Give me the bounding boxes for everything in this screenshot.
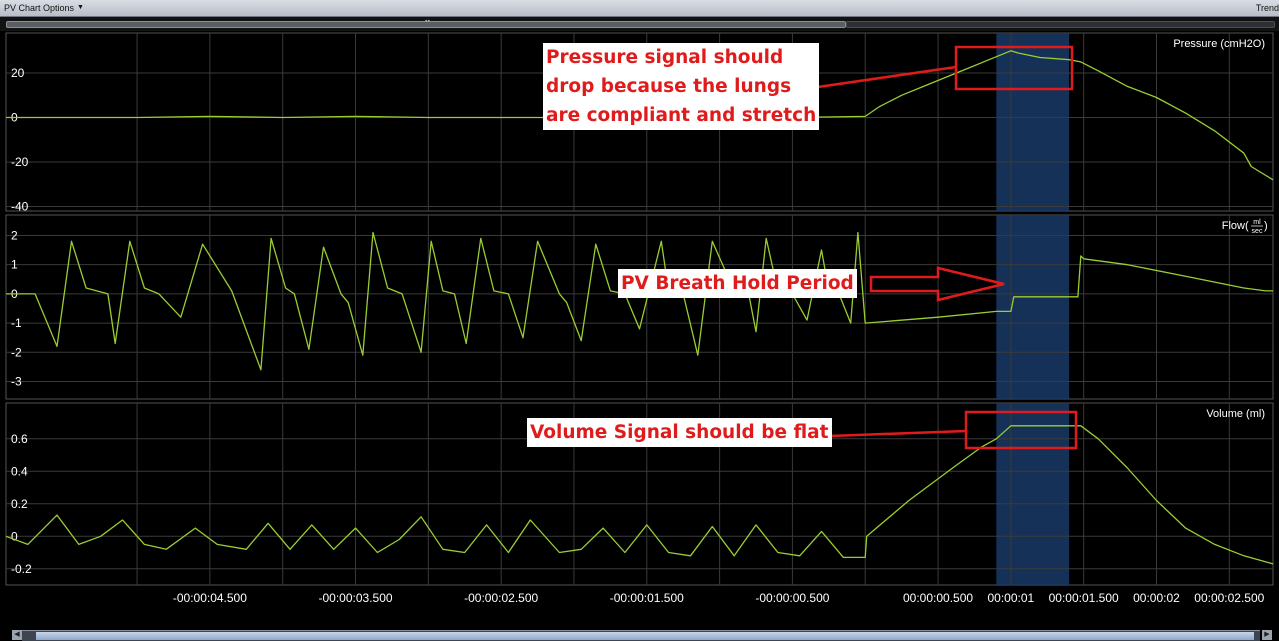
pressure-annotation-line-1: Pressure signal should bbox=[546, 47, 784, 68]
volume-callout-line bbox=[829, 429, 967, 438]
y-tick-label: 0.4 bbox=[11, 464, 28, 478]
breath-hold-arrow bbox=[869, 266, 1005, 302]
menu-label: PV Chart Options bbox=[4, 3, 75, 13]
trend-tab[interactable]: Trend bbox=[1255, 3, 1279, 13]
scrollbar-thumb[interactable] bbox=[36, 632, 1254, 640]
x-tick-label: 00:00:02 bbox=[1133, 591, 1180, 605]
x-tick-label: 00:00:01 bbox=[988, 591, 1035, 605]
y-tick-label: 0.6 bbox=[11, 432, 28, 446]
scroll-right-icon[interactable]: ▶ bbox=[1262, 630, 1272, 640]
volume-annotation: Volume Signal should be flat bbox=[527, 418, 832, 447]
unit-denominator: sec bbox=[1252, 228, 1263, 235]
pressure-annotation-line-3: are compliant and stretch bbox=[546, 105, 817, 126]
y-tick-label: 0 bbox=[11, 529, 18, 543]
unit-numerator: ml bbox=[1253, 219, 1261, 226]
pressure-annotation-line-2: drop because the lungs bbox=[546, 76, 792, 97]
chart-toolbar: PV Chart Options ▼ Trend bbox=[0, 0, 1279, 17]
y-tick-label: -20 bbox=[11, 155, 29, 169]
unit-open-paren: ( bbox=[1245, 220, 1249, 232]
pressure-callout-line bbox=[803, 65, 957, 91]
series-line-1 bbox=[6, 231, 1273, 371]
panel-title: Flow bbox=[1222, 220, 1245, 232]
x-tick-label: -00:00:02.500 bbox=[464, 591, 538, 605]
panel-title: Volume (ml) bbox=[1206, 408, 1265, 420]
y-tick-label: -40 bbox=[11, 200, 29, 214]
flow-annotation: PV Breath Hold Period bbox=[618, 269, 857, 298]
series-line-0 bbox=[6, 50, 1274, 181]
volume-callout-box bbox=[964, 410, 1078, 450]
y-tick-label: -0.2 bbox=[11, 562, 32, 576]
time-range-strip: ▪▪ bbox=[0, 17, 1279, 31]
x-tick-label: -00:00:03.500 bbox=[318, 591, 392, 605]
y-tick-label: -1 bbox=[11, 316, 22, 330]
y-tick-label: 20 bbox=[11, 66, 25, 80]
x-tick-label: -00:00:04.500 bbox=[173, 591, 247, 605]
x-tick-label: -00:00:01.500 bbox=[610, 591, 684, 605]
x-tick-label: 00:00:02.500 bbox=[1194, 591, 1264, 605]
y-tick-label: 2 bbox=[11, 228, 18, 242]
y-tick-label: 1 bbox=[11, 258, 18, 272]
y-tick-label: 0.2 bbox=[11, 497, 28, 511]
panel-title: Pressure (cmH2O) bbox=[1173, 38, 1265, 50]
horizontal-scrollbar[interactable] bbox=[22, 630, 1260, 641]
x-tick-label: -00:00:00.500 bbox=[755, 591, 829, 605]
panel-frame bbox=[5, 214, 1274, 400]
pressure-annotation: Pressure signal should drop because the … bbox=[543, 43, 820, 130]
y-tick-label: -2 bbox=[11, 345, 22, 359]
breath-hold-band bbox=[996, 403, 1070, 585]
pv-chart-options-menu[interactable]: PV Chart Options ▼ bbox=[4, 2, 84, 14]
y-tick-label: -3 bbox=[11, 374, 22, 388]
scroll-left-icon[interactable]: ◀ bbox=[12, 630, 22, 640]
breath-hold-band bbox=[996, 215, 1070, 399]
x-tick-label: 00:00:01.500 bbox=[1049, 591, 1119, 605]
time-range-slider[interactable]: ▪▪ bbox=[6, 18, 846, 28]
breath-hold-band bbox=[996, 33, 1070, 211]
time-range-track-remainder bbox=[846, 21, 1275, 28]
chevron-down-icon: ▼ bbox=[77, 4, 84, 11]
bottom-scroll-area: ◀ ▶ bbox=[0, 608, 1279, 641]
grip-icon[interactable]: ▪▪ bbox=[425, 18, 430, 25]
series-line-2 bbox=[5, 425, 1274, 565]
unit-close-paren: ) bbox=[1264, 220, 1268, 232]
x-tick-label: 00:00:00.500 bbox=[903, 591, 973, 605]
